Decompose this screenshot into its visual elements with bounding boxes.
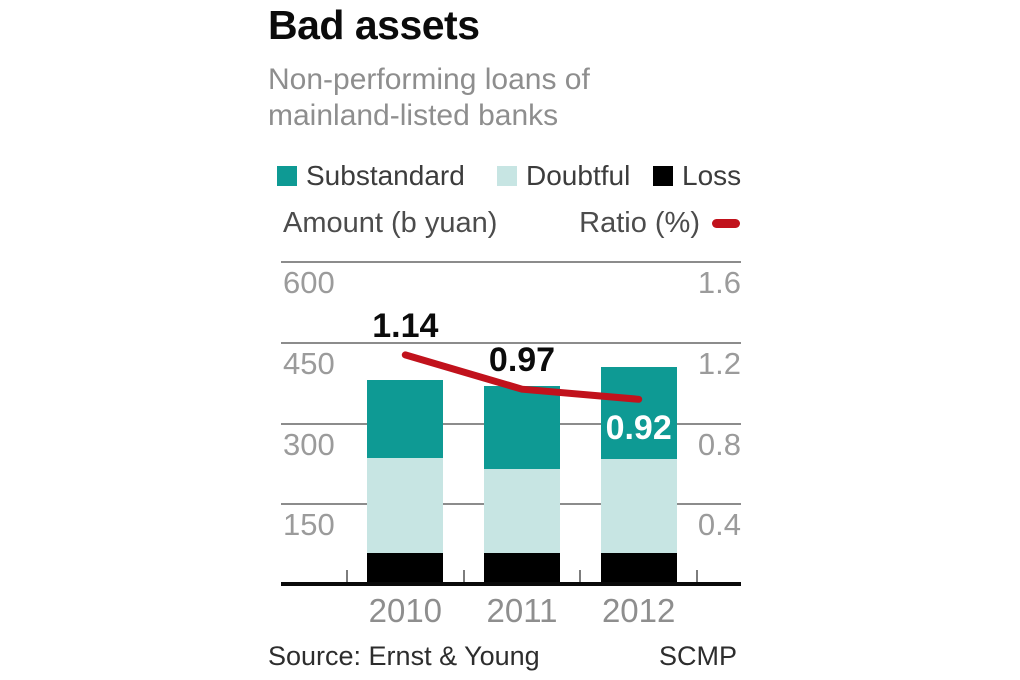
axis-tick [696, 570, 698, 585]
x-axis-label-2010: 2010 [368, 592, 443, 629]
ratio-line [401, 351, 643, 403]
chart-title: Bad assets [268, 2, 480, 48]
bar-segment-loss-2010 [367, 552, 444, 585]
right-axis-title: Ratio (%) [579, 207, 700, 239]
source-note: Source: Ernst & Young [268, 641, 540, 671]
axis-tick [462, 570, 465, 585]
substandard-swatch-icon [277, 166, 297, 186]
legend-item-substandard: Substandard [277, 160, 465, 192]
bar-segment-loss-2012 [600, 552, 677, 585]
ratio-data-label: 0.97 [488, 341, 556, 380]
bar-segment-substandard-2012 [600, 366, 677, 460]
ratio-data-label: 0.92 [605, 409, 672, 448]
left-axis-tick-label: 300 [283, 426, 335, 462]
bar-segment-doubtful-2012 [600, 459, 677, 553]
x-axis-label-2012: 2012 [601, 592, 676, 629]
x-axis-label-2011: 2011 [486, 592, 558, 629]
right-axis-tick-label: 0.8 [697, 426, 741, 462]
bar-segment-doubtful-2011 [484, 468, 560, 554]
legend-label: Doubtful [526, 160, 631, 191]
axis-tick [579, 570, 582, 585]
axis-tick [346, 570, 348, 585]
doubtful-swatch-icon [497, 166, 517, 186]
bar-segment-loss-2011 [484, 553, 560, 585]
chart-subtitle: Non-performing loans of mainland-listed … [268, 63, 590, 132]
left-axis-tick-label: 150 [283, 507, 335, 543]
right-axis-tick-label: 0.4 [697, 507, 741, 543]
loss-swatch-icon [653, 166, 673, 186]
left-axis-tick-label: 600 [283, 265, 335, 300]
gridline [281, 341, 741, 344]
right-axis-tick-label: 1.6 [697, 265, 741, 300]
right-axis-tick-label: 1.2 [697, 345, 741, 381]
x-axis-baseline [281, 582, 741, 586]
ratio-line-sample-icon [712, 219, 740, 228]
bar-segment-substandard-2010 [367, 380, 444, 459]
credit: SCMP [658, 641, 737, 671]
left-axis-tick-label: 450 [283, 345, 335, 381]
left-axis-title: Amount (b yuan) [283, 207, 498, 239]
right-axis-title-group: Ratio (%) [579, 207, 740, 240]
bar-segment-substandard-2011 [484, 385, 560, 469]
legend-item-doubtful: Doubtful [497, 160, 630, 192]
gridline [281, 261, 741, 263]
legend-label: Substandard [306, 160, 465, 191]
bar-segment-doubtful-2010 [367, 458, 444, 553]
ratio-data-label: 1.14 [372, 306, 439, 345]
legend-item-loss: Loss [653, 160, 741, 192]
legend-label: Loss [682, 160, 742, 191]
